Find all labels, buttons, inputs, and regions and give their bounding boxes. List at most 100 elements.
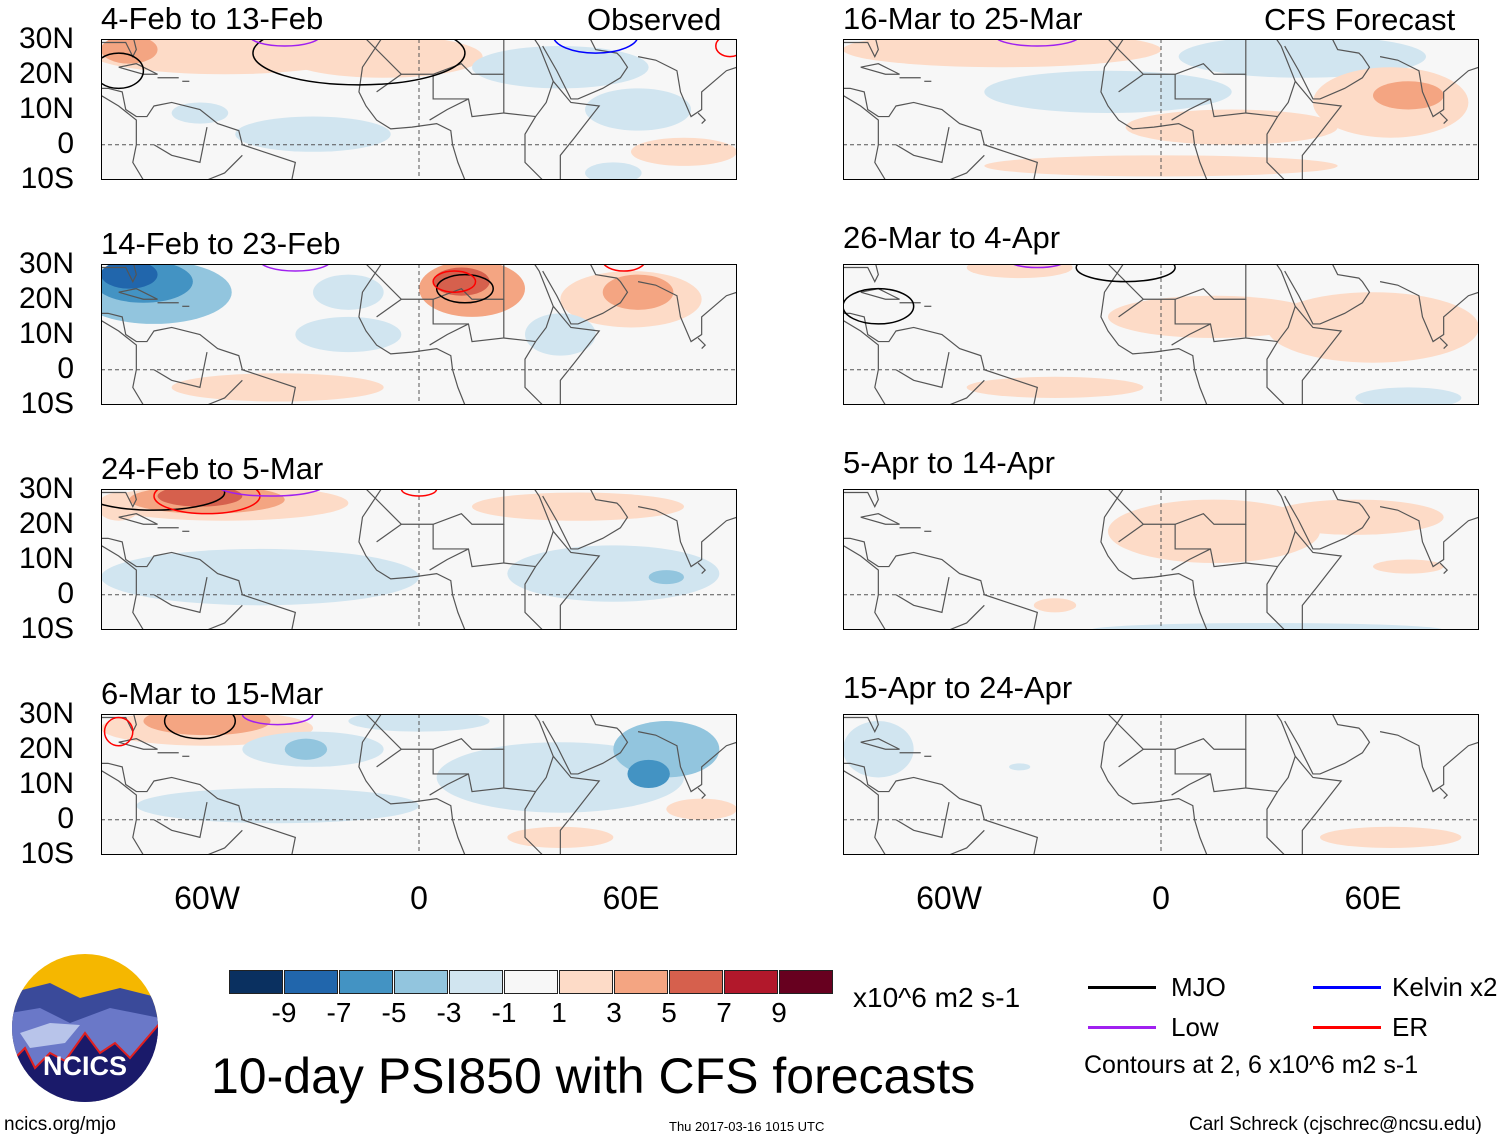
colorbar-label: 7	[716, 997, 732, 1028]
lat-label: 0	[57, 127, 74, 160]
map-panel	[843, 39, 1479, 180]
coastline	[430, 99, 469, 120]
coastline	[101, 264, 136, 282]
panel-title: 6-Mar to 15-Mar	[101, 676, 324, 711]
mjo-contour	[1076, 264, 1175, 282]
lat-label: 20N	[18, 57, 74, 90]
panel-title: 14-Feb to 23-Feb	[101, 226, 341, 261]
map-panel	[843, 714, 1479, 855]
coastline	[698, 338, 705, 349]
coastline	[525, 792, 543, 855]
coastline	[1175, 749, 1246, 791]
map-panel	[843, 264, 1479, 405]
coastline	[1175, 299, 1246, 341]
coastline	[525, 117, 543, 180]
coastline	[101, 320, 143, 405]
anomaly-region	[1267, 292, 1479, 363]
coastline	[504, 756, 553, 791]
coastline	[1246, 306, 1295, 341]
lat-label: 10N	[18, 92, 74, 125]
coastline	[1246, 81, 1295, 116]
er-contour	[433, 271, 475, 292]
coastline	[896, 127, 949, 162]
coastline	[896, 802, 949, 837]
panel-title: 26-Mar to 4-Apr	[843, 220, 1061, 255]
anomaly-region	[295, 316, 402, 353]
coastline	[543, 714, 628, 774]
anomaly-region	[157, 489, 243, 507]
observed-header: Observed	[587, 2, 722, 37]
coastline	[1267, 117, 1285, 180]
coastline	[543, 264, 628, 324]
anomaly-region	[472, 46, 649, 89]
coastline	[433, 74, 504, 116]
coastline	[1285, 39, 1370, 99]
coastline	[430, 549, 469, 570]
coastline	[861, 739, 900, 750]
coastline	[154, 802, 207, 837]
mjo-contour	[101, 489, 225, 510]
colorbar-units: x10^6 m2 s-1	[853, 982, 1021, 1013]
er-contour	[603, 264, 645, 271]
coastline	[1119, 749, 1144, 767]
panel-title: 4-Feb to 13-Feb	[101, 1, 324, 36]
coastline	[504, 306, 553, 341]
legend-low-line	[1088, 1026, 1156, 1029]
coastline	[1172, 774, 1211, 795]
lon-label: 60E	[1344, 880, 1402, 916]
anomaly-region	[843, 721, 914, 778]
colorbar-swatch	[339, 970, 393, 994]
lat-label: 0	[57, 802, 74, 835]
colorbar-swatch	[724, 970, 778, 994]
legend-kelvin-label: Kelvin x2	[1392, 972, 1498, 1002]
anomaly-region	[843, 39, 1161, 68]
anomaly-region	[171, 373, 384, 402]
coastline	[843, 320, 885, 405]
lat-label: 0	[57, 577, 74, 610]
lat-label: 30N	[18, 472, 74, 505]
map-panel	[843, 489, 1479, 630]
anomaly-region	[507, 545, 720, 602]
anomaly-region	[1178, 39, 1426, 78]
anomaly-region	[284, 39, 483, 78]
coastline	[377, 299, 402, 317]
coastline	[843, 770, 885, 855]
lat-label: 0	[57, 352, 74, 385]
coastline	[1380, 507, 1479, 567]
er-contour	[401, 489, 436, 496]
lon-label: 60E	[602, 880, 660, 916]
coastline	[430, 324, 469, 345]
lon-label: 60W	[916, 880, 982, 916]
coastline	[101, 763, 295, 855]
coastline	[532, 39, 599, 180]
coastline	[154, 577, 207, 612]
coastline	[638, 507, 737, 567]
colorbar-swatch	[449, 970, 503, 994]
colorbar-swatch	[779, 970, 833, 994]
coastline	[101, 770, 143, 855]
lat-label: 30N	[18, 22, 74, 55]
coastline	[1440, 788, 1447, 799]
coastline	[101, 545, 143, 630]
coastline	[638, 732, 737, 792]
coastline	[1274, 489, 1341, 630]
coastline	[1380, 282, 1479, 342]
coastline	[1119, 299, 1144, 317]
figure-title: 10-day PSI850 with CFS forecasts	[211, 1048, 976, 1104]
colorbar-swatch	[229, 970, 283, 994]
anomaly-region	[585, 88, 692, 131]
anomaly-region	[136, 788, 420, 824]
legend-er-label: ER	[1392, 1012, 1429, 1042]
colorbar-swatch	[504, 970, 558, 994]
mjo-contour	[843, 289, 914, 324]
coastline	[101, 489, 136, 507]
coastline	[1440, 563, 1447, 574]
panel-title: 24-Feb to 5-Mar	[101, 451, 324, 486]
coastline	[377, 524, 402, 542]
coastline	[101, 538, 295, 630]
coastline	[1175, 74, 1246, 116]
coastline	[1440, 113, 1447, 124]
anomaly-region	[966, 376, 1144, 398]
lat-label: 10S	[20, 162, 74, 195]
anomaly-region	[433, 267, 490, 296]
